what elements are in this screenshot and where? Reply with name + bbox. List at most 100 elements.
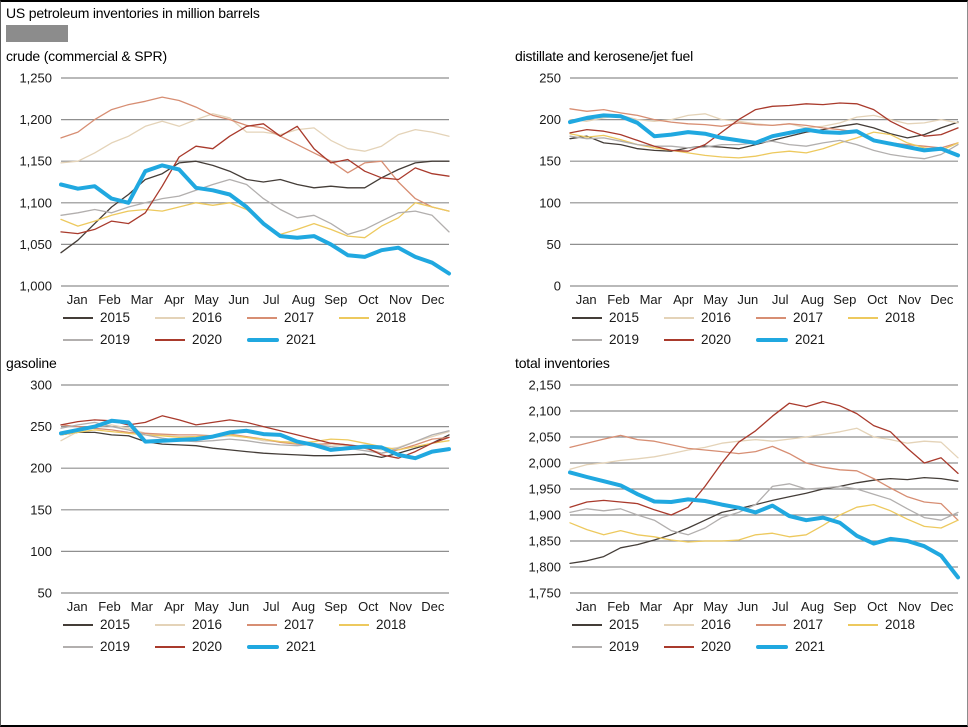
panel-gasoline: gasoline 50 100 150 200 250 300 Jan Feb Mar Apr Ma… [1,353,484,660]
page-header: US petroleum inventories in million barr… [1,2,967,42]
legend-distillate: 2015 2016 2017 2018 2019 2020 2021 [514,310,962,347]
legend-item-2020: 2020 [664,639,756,654]
svg-text:May: May [703,292,728,307]
svg-text:Dec: Dec [930,292,954,307]
svg-text:May: May [703,599,728,614]
svg-text:50: 50 [547,237,561,252]
svg-text:Nov: Nov [898,292,922,307]
legend-swatch-2020 [155,338,185,341]
svg-text:Aug: Aug [801,599,824,614]
svg-text:100: 100 [30,544,52,559]
legend-swatch-2017 [247,623,277,626]
legend-label-2019: 2019 [609,332,640,347]
svg-text:Sep: Sep [324,599,347,614]
chart-title-crude: crude (commercial & SPR) [6,48,167,64]
svg-text:Jul: Jul [772,599,789,614]
legend-swatch-2018 [339,316,369,319]
legend-item-2016: 2016 [155,617,247,632]
legend-item-2020: 2020 [155,639,247,654]
svg-text:Dec: Dec [421,599,445,614]
legend-item-2017: 2017 [247,617,339,632]
svg-text:100: 100 [539,195,561,210]
legend-swatch-2017 [756,316,786,319]
legend-swatch-2016 [664,623,694,626]
legend-item-2020: 2020 [664,332,756,347]
svg-text:Mar: Mar [131,292,154,307]
legend-swatch-2021 [247,644,279,649]
legend-label-2015: 2015 [609,617,640,632]
chart-grid: crude (commercial & SPR) 1,000 1,050 1,100… [1,46,967,660]
chart-title-gasoline: gasoline [6,355,57,371]
svg-text:May: May [194,599,219,614]
svg-text:Dec: Dec [930,599,954,614]
legend-label-2020: 2020 [192,332,223,347]
source-redaction-box [6,25,68,42]
legend-label-2015: 2015 [100,310,131,325]
legend-total: 2015 2016 2017 2018 2019 2020 2021 [514,617,962,654]
svg-text:Sep: Sep [833,599,856,614]
svg-text:2,100: 2,100 [528,404,561,419]
svg-text:Feb: Feb [98,292,120,307]
svg-text:2,150: 2,150 [528,378,561,393]
legend-swatch-2020 [155,645,185,648]
svg-text:1,950: 1,950 [528,482,561,497]
svg-text:Mar: Mar [131,599,154,614]
legend-label-2018: 2018 [885,310,916,325]
legend-swatch-2015 [63,623,93,626]
legend-swatch-2017 [756,623,786,626]
svg-text:Sep: Sep [833,292,856,307]
legend-swatch-2017 [247,316,277,319]
legend-label-2018: 2018 [376,310,407,325]
legend-item-2018: 2018 [339,617,431,632]
svg-text:2,000: 2,000 [528,456,561,471]
svg-text:Apr: Apr [164,599,185,614]
svg-text:Jul: Jul [263,599,280,614]
svg-text:1,250: 1,250 [19,71,52,86]
svg-text:1,200: 1,200 [19,112,52,127]
legend-label-2021: 2021 [795,332,826,347]
legend-label-2020: 2020 [701,639,732,654]
legend-item-2019: 2019 [572,332,664,347]
svg-text:1,150: 1,150 [19,154,52,169]
legend-label-2019: 2019 [609,639,640,654]
svg-text:150: 150 [30,502,52,517]
legend-item-2015: 2015 [63,310,155,325]
legend-gasoline: 2015 2016 2017 2018 2019 2020 2021 [5,617,453,654]
page-title: US petroleum inventories in million barr… [6,5,260,21]
svg-text:150: 150 [539,154,561,169]
panel-total: total inventories 1,750 1,800 1,850 1,900 1,… [484,353,967,660]
legend-item-2018: 2018 [848,310,940,325]
legend-crude: 2015 2016 2017 2018 2019 2020 2021 [5,310,453,347]
svg-text:Apr: Apr [673,599,694,614]
legend-swatch-2018 [848,316,878,319]
svg-text:1,100: 1,100 [19,195,52,210]
svg-text:Jan: Jan [576,599,597,614]
legend-label-2017: 2017 [793,310,824,325]
legend-label-2021: 2021 [286,639,317,654]
legend-label-2020: 2020 [701,332,732,347]
svg-text:Oct: Oct [358,292,379,307]
svg-text:1,750: 1,750 [528,586,561,601]
legend-item-2016: 2016 [664,617,756,632]
svg-text:Feb: Feb [98,599,120,614]
legend-swatch-2019 [572,338,602,341]
legend-item-2017: 2017 [756,617,848,632]
svg-text:Mar: Mar [640,599,663,614]
svg-text:Nov: Nov [389,292,413,307]
legend-label-2018: 2018 [885,617,916,632]
legend-label-2019: 2019 [100,639,131,654]
svg-text:Sep: Sep [324,292,347,307]
legend-swatch-2018 [848,623,878,626]
legend-item-2015: 2015 [63,617,155,632]
svg-text:Mar: Mar [640,292,663,307]
svg-text:Jun: Jun [737,292,758,307]
svg-text:Oct: Oct [358,599,379,614]
legend-item-2015: 2015 [572,310,664,325]
svg-text:Jul: Jul [263,292,280,307]
legend-swatch-2015 [572,623,602,626]
svg-text:Apr: Apr [673,292,694,307]
svg-text:Jan: Jan [67,292,88,307]
chart-title-total: total inventories [515,355,610,371]
svg-text:50: 50 [38,586,52,601]
legend-label-2015: 2015 [609,310,640,325]
